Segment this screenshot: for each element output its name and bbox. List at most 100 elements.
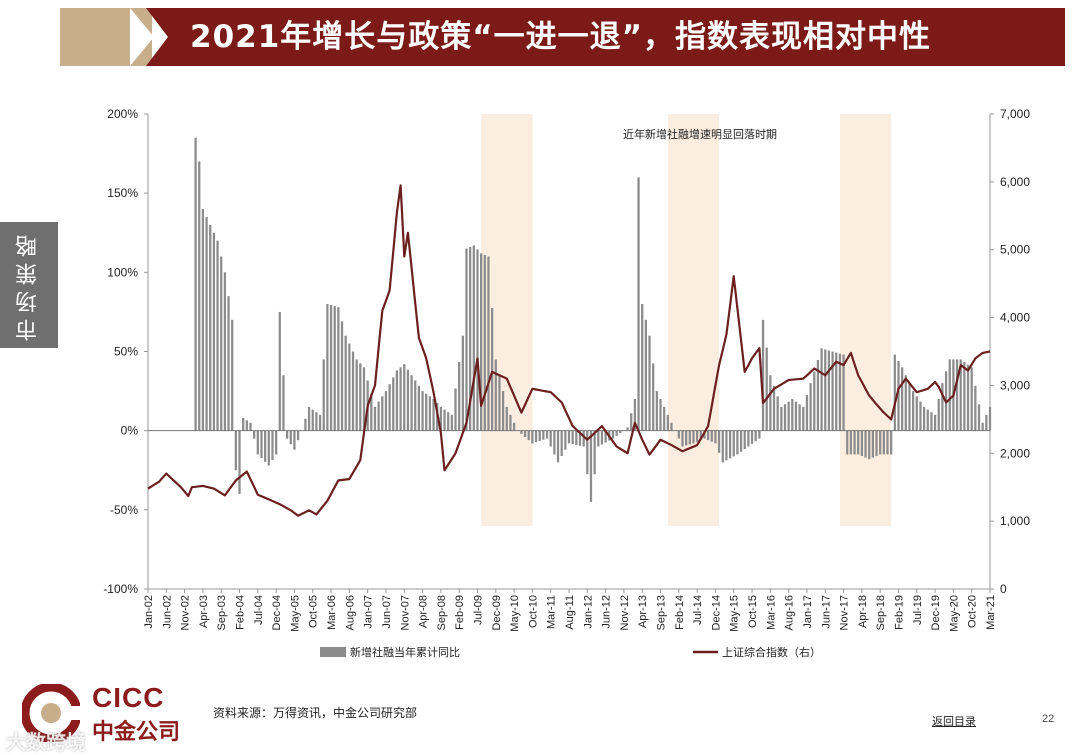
bar — [648, 335, 651, 431]
bar — [216, 240, 219, 431]
bar — [512, 422, 516, 431]
bar — [227, 296, 230, 431]
bar — [659, 399, 662, 431]
bar — [941, 383, 944, 431]
watermark: 大数跨境 — [6, 730, 86, 754]
bar — [527, 430, 530, 441]
bar — [739, 430, 743, 452]
x-axis-tick-label: Sep-13 — [656, 595, 668, 630]
bar — [791, 399, 794, 431]
bar — [846, 430, 849, 455]
bar — [758, 430, 761, 439]
bar — [480, 253, 483, 431]
bar — [447, 412, 450, 431]
bar — [483, 254, 486, 431]
bar — [761, 319, 765, 431]
bar — [388, 384, 391, 431]
bar — [879, 430, 882, 455]
x-axis-tick-label: Oct-10 — [527, 595, 539, 628]
bar — [242, 418, 245, 431]
bar — [373, 406, 377, 431]
x-axis-tick-label: Jun-17 — [820, 595, 832, 629]
bar — [948, 359, 951, 431]
x-axis-tick-label: Jun-12 — [601, 595, 613, 629]
bar — [915, 396, 918, 431]
bar — [205, 216, 208, 431]
bar — [849, 430, 853, 455]
bar — [377, 401, 380, 431]
bar — [904, 375, 907, 431]
bar — [853, 430, 856, 455]
bar — [443, 409, 446, 431]
bar — [901, 367, 904, 431]
bar — [692, 430, 695, 444]
x-axis-tick-label: Mar-21 — [985, 595, 997, 630]
x-axis-tick-label: Jul-09 — [472, 595, 484, 625]
bar — [560, 430, 563, 456]
section-tab[interactable]: 市场策略 — [0, 222, 58, 348]
bar — [699, 430, 702, 441]
bar — [362, 367, 366, 431]
bar — [285, 430, 289, 439]
bar — [714, 430, 717, 444]
x-axis-tick-label: Sep-03 — [216, 595, 228, 630]
bar — [304, 418, 307, 431]
bar — [307, 406, 311, 431]
bar — [597, 430, 600, 447]
bar — [677, 430, 680, 439]
bar — [578, 430, 582, 446]
x-axis-tick-label: Sep-08 — [436, 595, 448, 630]
bar — [725, 430, 728, 461]
bar — [534, 430, 538, 443]
bar — [238, 430, 241, 494]
bar — [736, 430, 739, 455]
bar — [487, 256, 490, 431]
bar — [315, 412, 318, 431]
bar — [685, 430, 688, 446]
x-axis-tick-label: Nov-02 — [180, 595, 192, 630]
bar — [769, 375, 772, 431]
back-to-contents-link[interactable]: 返回目录 — [932, 715, 976, 728]
bar — [403, 364, 406, 431]
bar — [201, 209, 205, 431]
bar — [428, 396, 432, 431]
bar — [717, 430, 721, 453]
bar — [871, 430, 874, 458]
chart-annotation: 近年新增社融增速明显回落时期 — [623, 127, 777, 141]
bar — [824, 349, 827, 431]
right-axis-tick-label: 5,000 — [1000, 243, 1030, 257]
bar — [234, 430, 237, 471]
bar — [926, 409, 929, 431]
x-axis-tick-label: Apr-18 — [857, 595, 869, 628]
bar — [472, 245, 475, 431]
bar — [274, 430, 278, 455]
shaded-period — [481, 114, 533, 526]
x-axis-tick-label: Mar-16 — [765, 595, 777, 630]
bar — [351, 351, 355, 431]
logo-text-cn: 中金公司 — [92, 720, 181, 745]
bar — [743, 430, 746, 450]
bar — [421, 391, 424, 431]
bar — [542, 430, 545, 440]
bar — [893, 354, 896, 431]
bar — [260, 430, 263, 459]
data-source-note: 资料来源：万得资讯，中金公司研究部 — [213, 706, 418, 720]
bar — [695, 430, 699, 442]
shaded-period — [839, 114, 892, 526]
bar — [754, 430, 757, 442]
x-axis-tick-label: Dec-14 — [710, 595, 722, 630]
bar — [988, 406, 992, 431]
bar — [681, 430, 684, 447]
bar — [831, 351, 834, 431]
bar — [776, 396, 779, 431]
bar — [955, 359, 959, 431]
bar — [805, 395, 809, 431]
bar — [476, 249, 479, 431]
x-axis-tick-label: Jan-17 — [802, 595, 814, 629]
bar — [706, 430, 710, 441]
bar — [600, 430, 604, 445]
bar — [410, 375, 413, 431]
x-axis-tick-label: Jul-19 — [912, 595, 924, 625]
bar — [549, 430, 552, 447]
bar — [959, 359, 962, 431]
